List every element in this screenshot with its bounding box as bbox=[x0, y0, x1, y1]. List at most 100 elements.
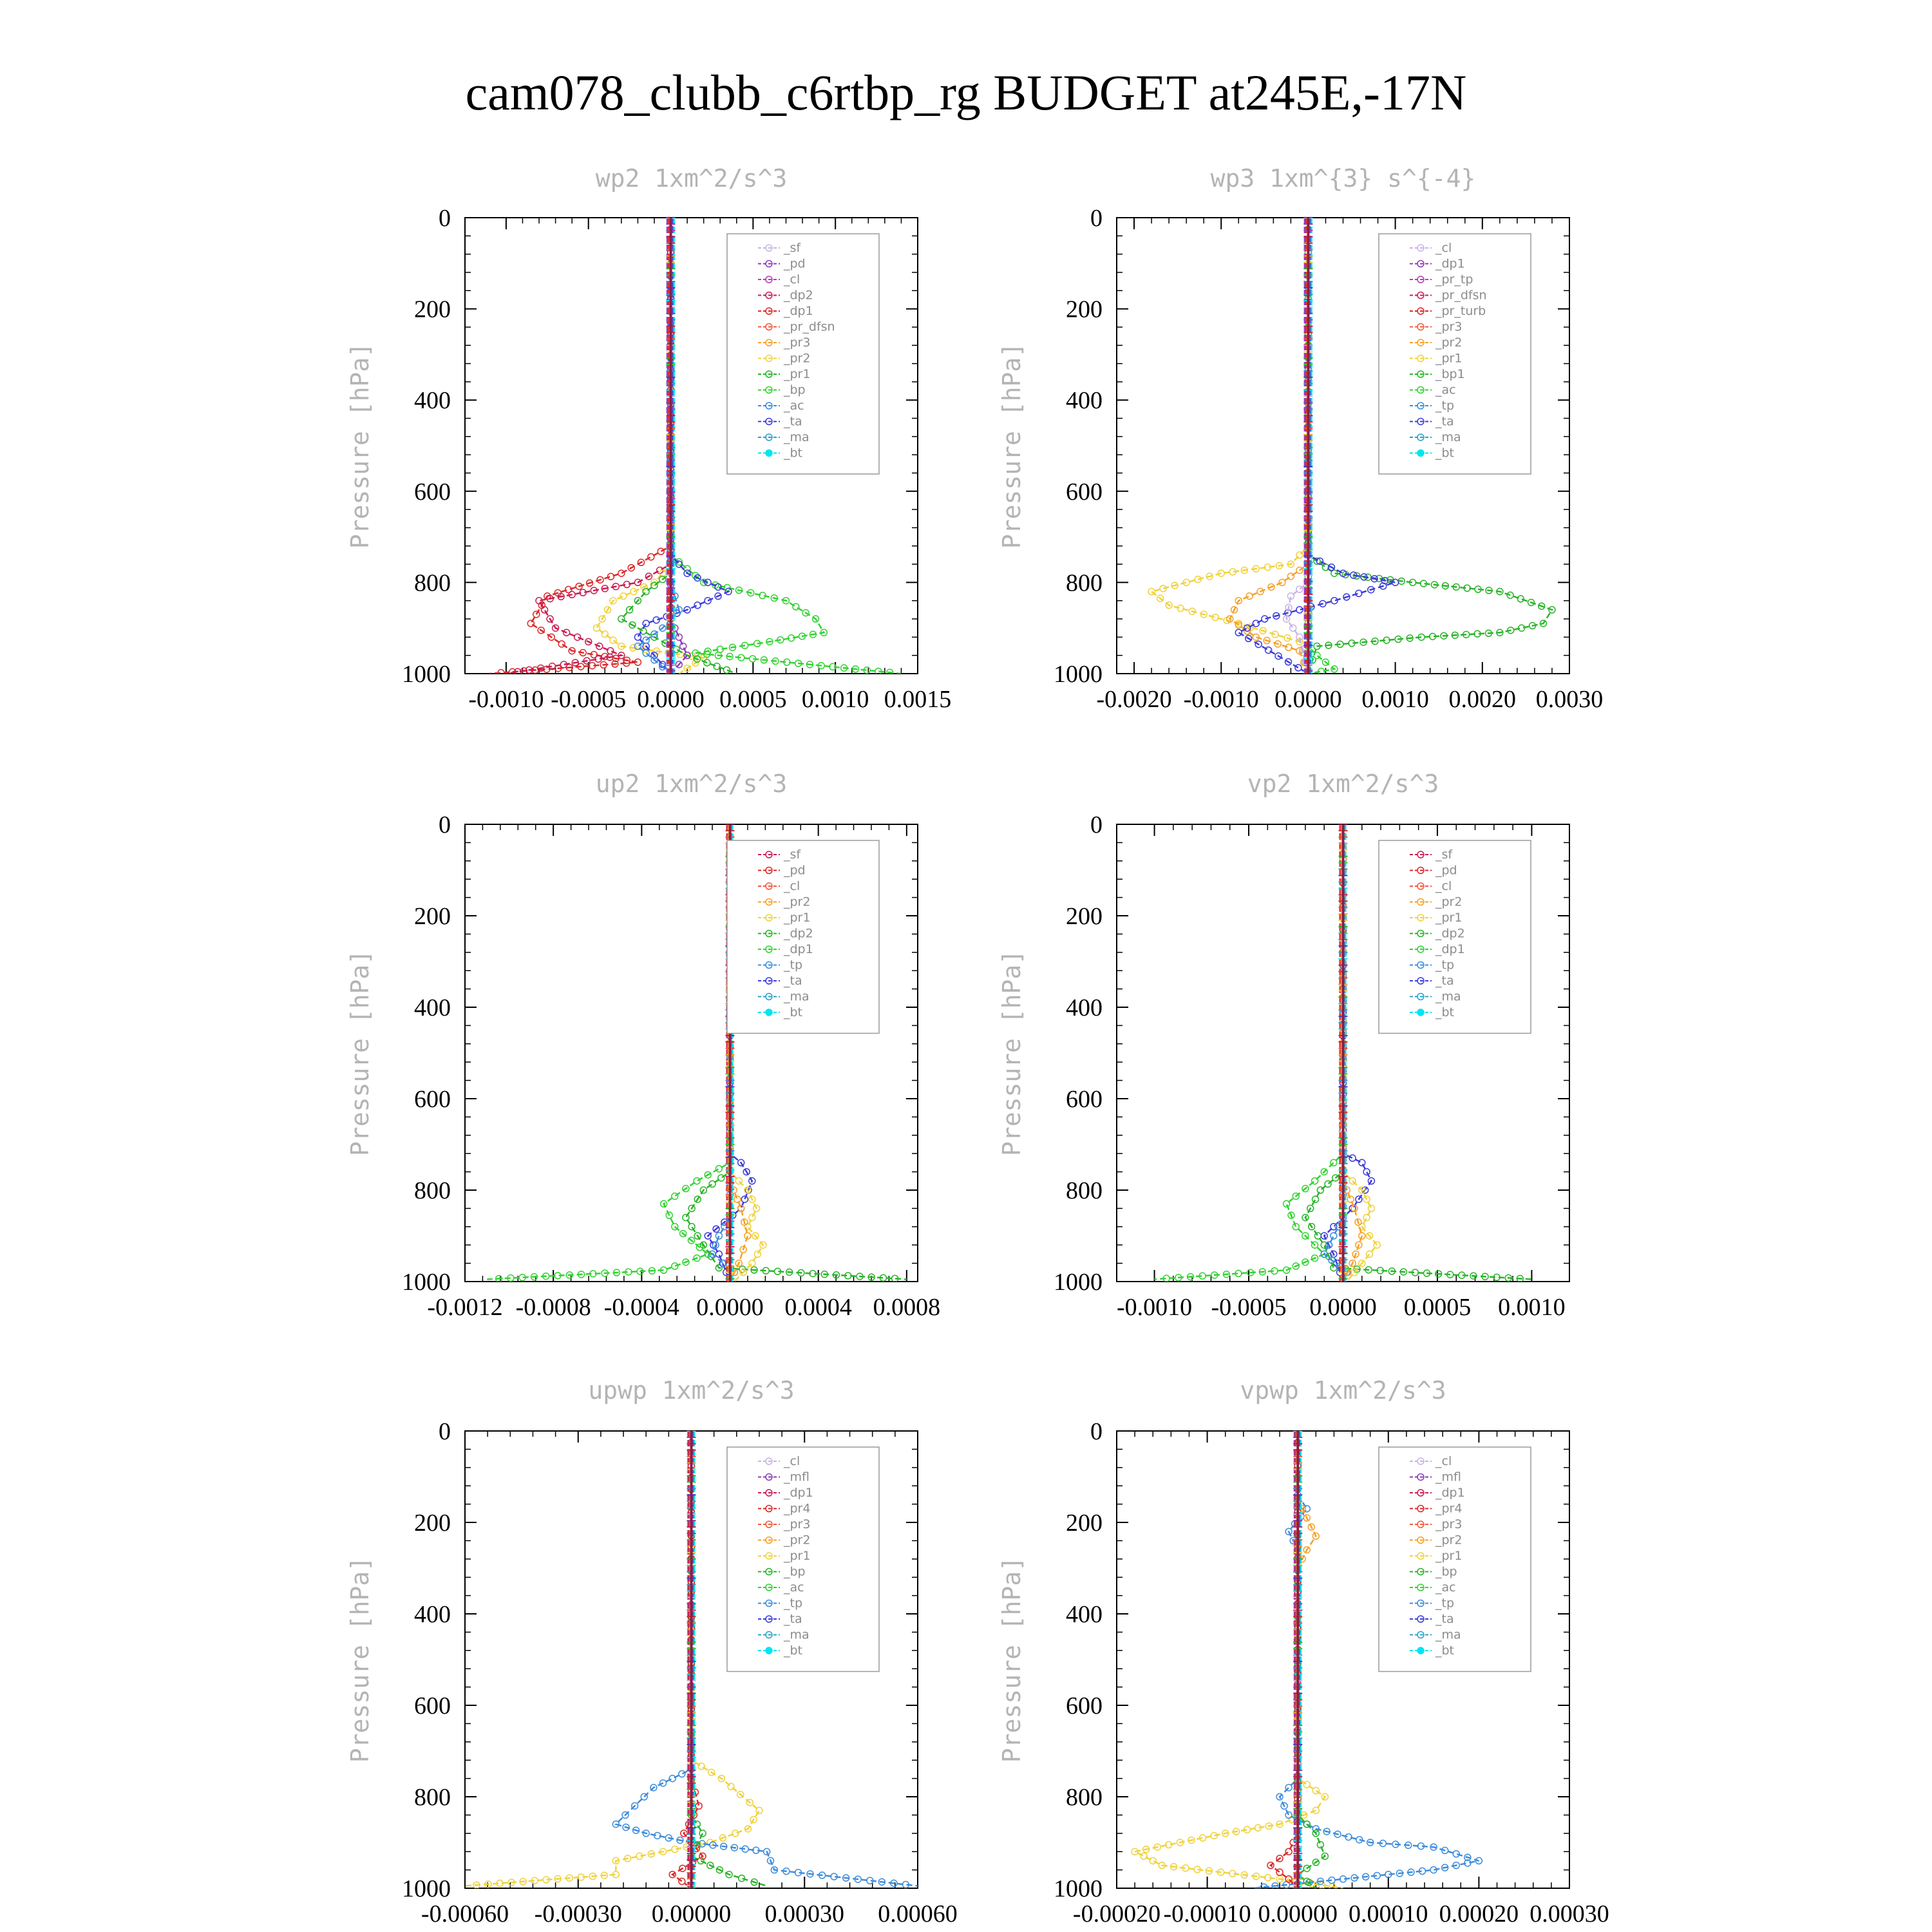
series-marker bbox=[1516, 1274, 1524, 1282]
data-area bbox=[465, 1431, 918, 1888]
series-marker bbox=[671, 1845, 679, 1853]
series-marker bbox=[1243, 1826, 1251, 1833]
series-marker bbox=[606, 653, 614, 661]
x-tick-label: 0.0000 bbox=[637, 686, 705, 713]
x-tick-label: 0.0000 bbox=[696, 1294, 764, 1321]
series-marker bbox=[600, 1871, 609, 1879]
x-tick-label: -0.0020 bbox=[1096, 686, 1171, 713]
legend: _sf _pd_cl _pr2 _pr1 _dp2_dp1 _tp _ta _ma_bt bbox=[726, 840, 880, 1034]
y-tick-label: 200 bbox=[1066, 903, 1103, 930]
series-marker bbox=[1258, 1268, 1267, 1276]
series-marker bbox=[748, 1213, 756, 1222]
legend-label: _pr_tp bbox=[1435, 272, 1473, 287]
x-tick-label: -0.00010 bbox=[1164, 1900, 1251, 1927]
series-marker bbox=[584, 638, 592, 646]
legend-label: _cl bbox=[783, 1454, 800, 1468]
series-marker bbox=[1365, 1250, 1374, 1258]
series-marker bbox=[1388, 1267, 1396, 1275]
series-marker bbox=[1311, 1195, 1320, 1203]
x-tick-label: 0.0010 bbox=[802, 686, 869, 713]
series-marker bbox=[744, 1232, 752, 1240]
series-marker bbox=[1311, 1254, 1319, 1262]
legend-label: _tp bbox=[783, 958, 802, 972]
series-marker bbox=[623, 656, 631, 665]
series-marker bbox=[867, 1273, 875, 1281]
legend-label: _dp2 bbox=[783, 289, 813, 303]
series-marker bbox=[1235, 629, 1243, 637]
series-marker bbox=[1312, 1830, 1320, 1837]
series-marker bbox=[1464, 1853, 1472, 1861]
series-marker bbox=[601, 1269, 609, 1277]
series-marker bbox=[629, 644, 637, 652]
series-marker bbox=[809, 630, 817, 638]
series-marker bbox=[1153, 1843, 1162, 1851]
legend: _sf _pd_cl _pr2 _pr1 _dp2_dp1 _tp _ta _ma_bt bbox=[1378, 840, 1531, 1034]
legend-swatch-marker bbox=[765, 1009, 773, 1016]
series-marker bbox=[675, 606, 683, 614]
series-marker bbox=[548, 662, 556, 670]
x-tick-label: 0.0008 bbox=[873, 1294, 941, 1321]
series-marker bbox=[1287, 1211, 1295, 1219]
legend-swatch-marker bbox=[765, 402, 773, 410]
series-marker bbox=[565, 1271, 574, 1279]
series-marker bbox=[618, 642, 625, 650]
series-marker bbox=[715, 1165, 723, 1173]
series-marker bbox=[612, 1820, 620, 1828]
series-marker bbox=[1363, 1213, 1370, 1222]
series-marker bbox=[777, 636, 784, 644]
series-marker bbox=[806, 1870, 814, 1878]
series-line bbox=[1287, 1494, 1308, 1568]
series-marker bbox=[623, 1855, 632, 1862]
series-marker bbox=[1379, 1839, 1387, 1848]
legend-swatch-marker bbox=[1417, 370, 1425, 378]
series-marker bbox=[1365, 1232, 1374, 1240]
legend: _cl _mfl _dp1 _pr4_pr3 _pr2_pr1 _bp_ac_tp_ta _… bbox=[726, 1446, 880, 1672]
series-marker bbox=[618, 651, 625, 659]
series-marker bbox=[1159, 585, 1167, 592]
series-marker bbox=[818, 1871, 826, 1879]
series-marker bbox=[1296, 566, 1303, 574]
x-tick-label: 0.0005 bbox=[719, 686, 787, 713]
series-marker bbox=[752, 1232, 759, 1240]
series-marker bbox=[704, 1232, 712, 1240]
series-marker bbox=[1349, 1177, 1356, 1185]
legend-label: _cl bbox=[1435, 1454, 1452, 1468]
x-tick-label: -0.0005 bbox=[1211, 1294, 1286, 1321]
series-marker bbox=[770, 1866, 779, 1874]
series-marker bbox=[1356, 1835, 1363, 1844]
series-marker bbox=[537, 626, 545, 634]
series-marker bbox=[806, 661, 814, 668]
series-marker bbox=[714, 592, 722, 600]
series-marker bbox=[704, 647, 712, 655]
series-marker bbox=[1285, 643, 1293, 652]
series-marker bbox=[540, 606, 549, 614]
series-marker bbox=[1296, 633, 1303, 641]
plot-frame bbox=[464, 217, 918, 674]
series-marker bbox=[634, 658, 642, 667]
legend-swatch-marker bbox=[765, 276, 773, 283]
series-marker bbox=[551, 624, 560, 632]
series-marker bbox=[671, 1223, 679, 1231]
series-marker bbox=[1331, 569, 1338, 577]
series-marker bbox=[1428, 632, 1437, 641]
series-marker bbox=[699, 1186, 708, 1194]
series-marker bbox=[525, 666, 533, 674]
legend-swatch-marker bbox=[765, 1584, 773, 1591]
legend-label: _ta bbox=[783, 415, 802, 429]
series-marker bbox=[752, 1846, 760, 1854]
y-tick-label: 400 bbox=[414, 387, 451, 414]
y-tick-label: 0 bbox=[439, 205, 451, 232]
series-marker bbox=[514, 668, 522, 674]
series-marker bbox=[1264, 1873, 1272, 1882]
legend-swatch-marker bbox=[1417, 961, 1425, 969]
series-marker bbox=[1302, 1213, 1309, 1222]
series-marker bbox=[607, 647, 614, 655]
series-marker bbox=[1473, 630, 1481, 638]
series-marker bbox=[577, 663, 585, 670]
series-marker bbox=[612, 582, 620, 591]
series-marker bbox=[1158, 1861, 1166, 1870]
series-marker bbox=[1324, 1180, 1332, 1188]
series-marker bbox=[642, 620, 650, 627]
x-tick-label: -0.0012 bbox=[427, 1294, 502, 1321]
